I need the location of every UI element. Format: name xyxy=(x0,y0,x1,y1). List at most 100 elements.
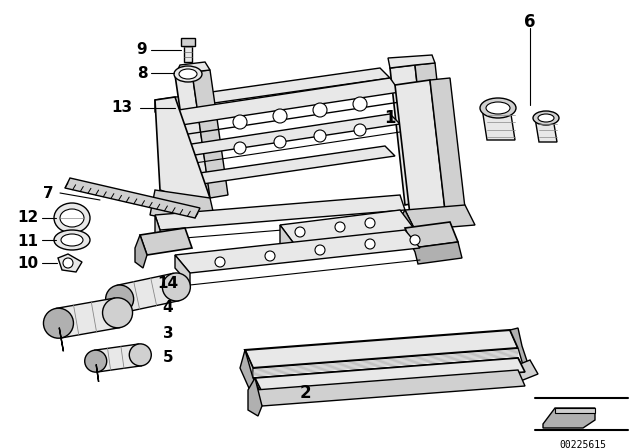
Circle shape xyxy=(265,251,275,261)
Polygon shape xyxy=(555,408,595,413)
Polygon shape xyxy=(413,242,462,264)
Text: 8: 8 xyxy=(137,65,147,81)
Ellipse shape xyxy=(163,273,190,301)
Polygon shape xyxy=(175,62,210,75)
Polygon shape xyxy=(543,408,595,428)
Polygon shape xyxy=(400,210,415,240)
Text: 13: 13 xyxy=(111,100,132,116)
Circle shape xyxy=(234,142,246,154)
Polygon shape xyxy=(280,210,415,245)
Ellipse shape xyxy=(44,308,74,338)
Circle shape xyxy=(365,239,375,249)
Ellipse shape xyxy=(533,111,559,125)
Circle shape xyxy=(63,258,73,268)
Circle shape xyxy=(314,130,326,142)
Ellipse shape xyxy=(54,203,90,233)
Polygon shape xyxy=(405,205,475,230)
Polygon shape xyxy=(280,225,295,258)
Circle shape xyxy=(233,115,247,129)
Polygon shape xyxy=(165,146,395,188)
Polygon shape xyxy=(510,360,538,382)
Text: 00225615: 00225615 xyxy=(559,440,607,448)
Ellipse shape xyxy=(60,209,84,227)
Text: 11: 11 xyxy=(17,233,38,249)
Ellipse shape xyxy=(106,285,134,313)
Polygon shape xyxy=(388,55,435,68)
Text: 14: 14 xyxy=(157,276,179,290)
Ellipse shape xyxy=(486,102,510,114)
Text: 7: 7 xyxy=(43,185,53,201)
Polygon shape xyxy=(192,70,228,198)
Circle shape xyxy=(215,257,225,267)
Polygon shape xyxy=(135,235,147,268)
Circle shape xyxy=(273,109,287,123)
Polygon shape xyxy=(482,108,515,140)
Polygon shape xyxy=(65,178,200,218)
Text: 4: 4 xyxy=(163,301,173,315)
Polygon shape xyxy=(155,195,405,230)
Circle shape xyxy=(354,124,366,136)
Bar xyxy=(184,42,192,62)
Polygon shape xyxy=(240,350,260,395)
Polygon shape xyxy=(175,255,190,285)
Polygon shape xyxy=(405,222,458,248)
Polygon shape xyxy=(245,330,518,368)
Polygon shape xyxy=(94,344,142,372)
Text: 6: 6 xyxy=(524,13,536,31)
Circle shape xyxy=(335,222,345,232)
Polygon shape xyxy=(535,118,557,142)
Ellipse shape xyxy=(54,230,90,250)
Ellipse shape xyxy=(179,69,197,79)
Polygon shape xyxy=(245,350,253,378)
Polygon shape xyxy=(56,298,120,338)
Ellipse shape xyxy=(84,350,107,372)
Ellipse shape xyxy=(61,234,83,246)
Polygon shape xyxy=(415,63,450,200)
Text: 9: 9 xyxy=(137,43,147,57)
Polygon shape xyxy=(58,254,82,272)
Polygon shape xyxy=(150,190,215,225)
Polygon shape xyxy=(165,178,175,196)
Polygon shape xyxy=(175,230,420,273)
Circle shape xyxy=(274,136,286,148)
Circle shape xyxy=(353,97,367,111)
Bar xyxy=(181,38,195,46)
Ellipse shape xyxy=(480,98,516,118)
Text: 10: 10 xyxy=(17,255,38,271)
Polygon shape xyxy=(390,65,430,205)
Circle shape xyxy=(315,245,325,255)
Ellipse shape xyxy=(174,66,202,82)
Polygon shape xyxy=(175,72,210,198)
Polygon shape xyxy=(140,228,192,255)
Text: 3: 3 xyxy=(163,326,173,340)
Polygon shape xyxy=(155,215,160,240)
Polygon shape xyxy=(155,100,165,122)
Circle shape xyxy=(313,103,327,117)
Ellipse shape xyxy=(538,114,554,122)
Polygon shape xyxy=(165,148,175,166)
Polygon shape xyxy=(430,78,465,210)
Text: 5: 5 xyxy=(163,350,173,366)
Circle shape xyxy=(365,218,375,228)
Text: 12: 12 xyxy=(17,211,38,225)
Circle shape xyxy=(410,235,420,245)
Polygon shape xyxy=(96,364,99,382)
Polygon shape xyxy=(155,97,210,201)
Text: 1: 1 xyxy=(384,109,396,127)
Polygon shape xyxy=(120,303,125,325)
Polygon shape xyxy=(165,112,175,136)
Polygon shape xyxy=(253,358,525,392)
Polygon shape xyxy=(510,328,530,372)
Text: 2: 2 xyxy=(299,384,311,402)
Polygon shape xyxy=(155,68,390,110)
Polygon shape xyxy=(248,378,262,416)
Polygon shape xyxy=(255,370,525,406)
Polygon shape xyxy=(60,327,63,351)
Polygon shape xyxy=(255,358,525,392)
Ellipse shape xyxy=(102,298,132,328)
Circle shape xyxy=(295,227,305,237)
Polygon shape xyxy=(116,273,179,313)
Ellipse shape xyxy=(129,344,151,366)
Polygon shape xyxy=(165,78,400,126)
Polygon shape xyxy=(395,80,445,215)
